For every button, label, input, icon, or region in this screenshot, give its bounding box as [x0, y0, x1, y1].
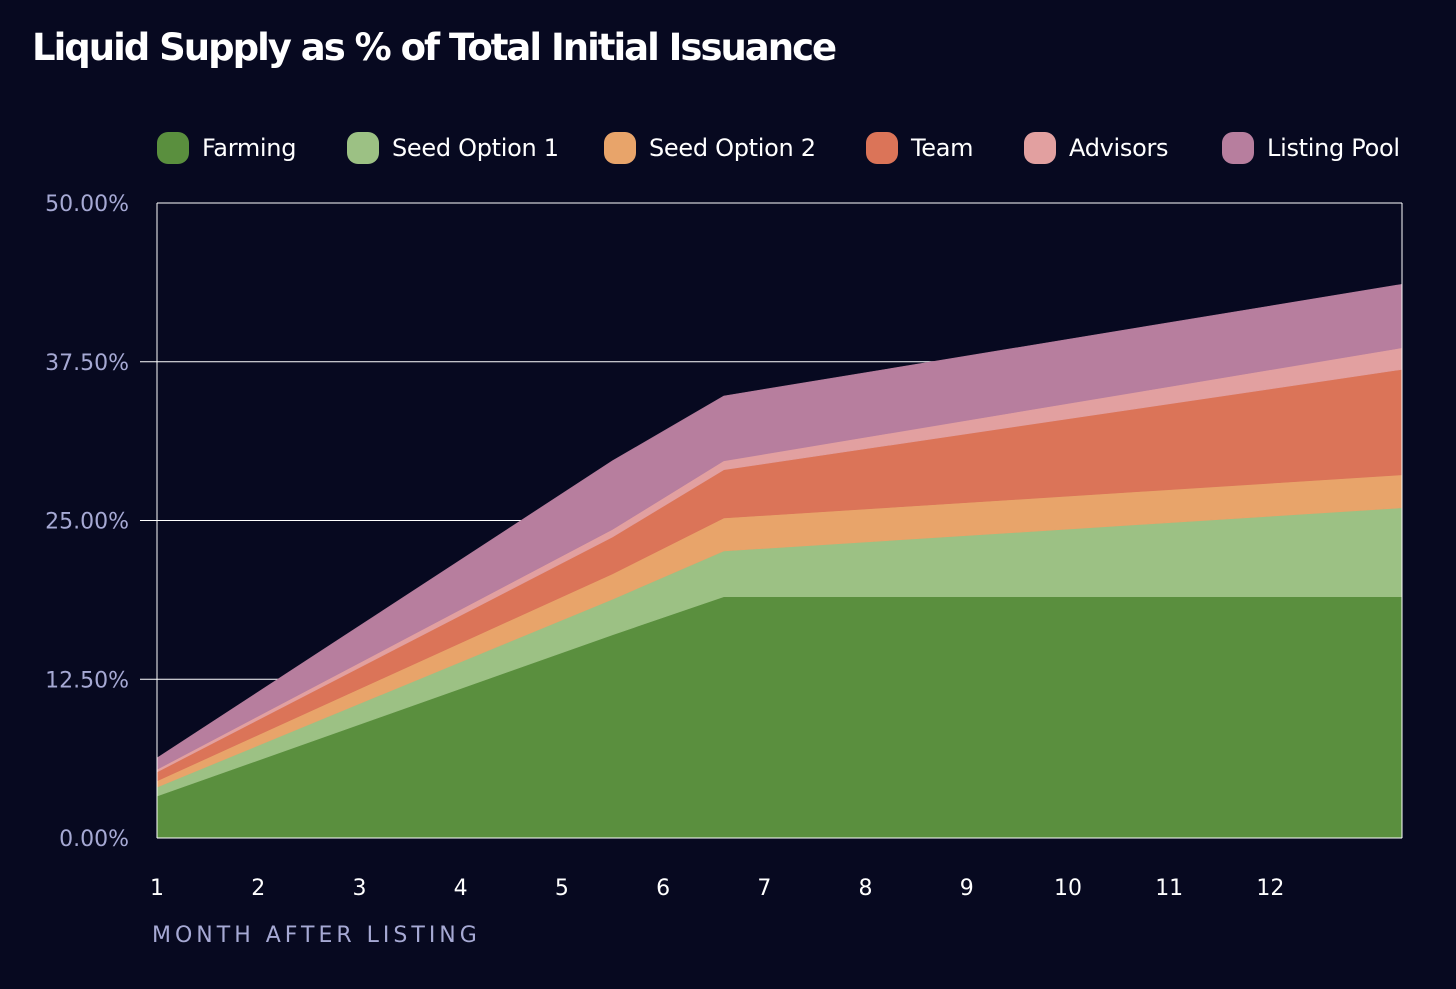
x-tick-label-11: 11 — [1155, 876, 1183, 901]
x-tick-label-1: 1 — [150, 876, 164, 901]
x-tick-label-4: 4 — [454, 876, 468, 901]
x-tick-label-9: 9 — [960, 876, 974, 901]
legend-swatch-team — [866, 132, 898, 164]
legend-item-team[interactable]: Team — [866, 128, 974, 168]
legend-label-advisors: Advisors — [1069, 134, 1169, 162]
x-tick-label-2: 2 — [251, 876, 265, 901]
legend-swatch-seed-option-1 — [347, 132, 379, 164]
area-series — [156, 283, 1403, 839]
legend-item-farming[interactable]: Farming — [157, 128, 296, 168]
x-tick-label-12: 12 — [1256, 876, 1284, 901]
plot-frame — [156, 202, 1403, 839]
y-tick-label-12-50: 12.50% — [45, 668, 129, 693]
legend-label-team: Team — [911, 134, 974, 162]
legend-label-farming: Farming — [202, 134, 297, 162]
legend-label-seed-option-1: Seed Option 1 — [392, 134, 559, 162]
legend-label-listing-pool: Listing Pool — [1267, 134, 1400, 162]
x-axis-title: MONTH AFTER LISTING — [152, 923, 481, 948]
x-tick-label-10: 10 — [1054, 876, 1082, 901]
legend-label-seed-option-2: Seed Option 2 — [649, 134, 816, 162]
legend: Farming Seed Option 1 Seed Option 2 Team… — [0, 128, 1456, 168]
y-tick-label-25-00: 25.00% — [45, 510, 129, 535]
x-axis-ticks: 1 2 3 4 5 6 7 8 9 10 11 12 — [150, 876, 1284, 901]
x-tick-label-6: 6 — [656, 876, 670, 901]
x-tick-label-3: 3 — [352, 876, 366, 901]
legend-item-advisors[interactable]: Advisors — [1024, 128, 1169, 168]
legend-swatch-farming — [157, 132, 189, 164]
x-tick-label-8: 8 — [859, 876, 873, 901]
legend-swatch-seed-option-2 — [604, 132, 636, 164]
y-tick-label-0-00: 0.00% — [59, 827, 129, 852]
x-tick-label-5: 5 — [555, 876, 569, 901]
legend-swatch-advisors — [1024, 132, 1056, 164]
y-tick-label-37-50: 37.50% — [45, 351, 129, 376]
legend-item-seed-option-1[interactable]: Seed Option 1 — [347, 128, 559, 168]
x-tick-label-7: 7 — [757, 876, 771, 901]
y-tick-label-50-00: 50.00% — [45, 192, 129, 217]
legend-item-listing-pool[interactable]: Listing Pool — [1222, 128, 1400, 168]
legend-item-seed-option-2[interactable]: Seed Option 2 — [604, 128, 816, 168]
y-axis-ticks: 0.00% 12.50% 25.00% 37.50% 50.00% — [45, 192, 129, 852]
chart-title: Liquid Supply as % of Total Initial Issu… — [32, 26, 837, 69]
legend-swatch-listing-pool — [1222, 132, 1254, 164]
